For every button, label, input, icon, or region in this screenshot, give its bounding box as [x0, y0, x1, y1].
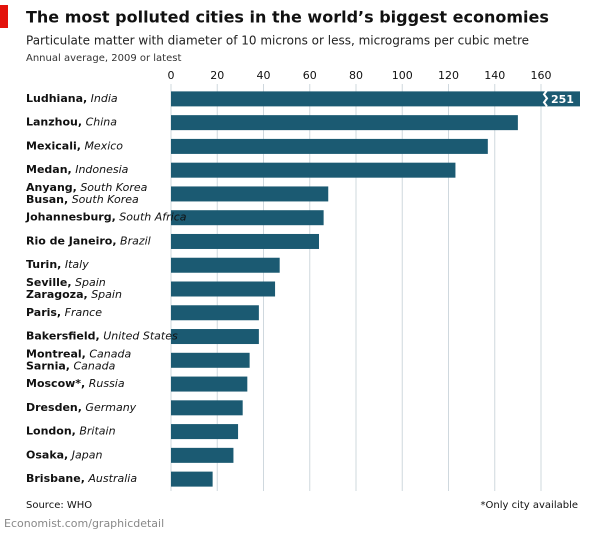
city: Zaragoza,	[26, 288, 88, 301]
city: Turin,	[26, 258, 61, 271]
bar	[171, 138, 488, 154]
category-label: Johannesburg, South Africa	[25, 211, 187, 224]
city: Lanzhou,	[26, 116, 82, 129]
category-label: Busan, South Korea	[26, 193, 139, 206]
country: Indonesia	[75, 163, 128, 176]
bars	[171, 91, 580, 487]
city: Montreal,	[26, 347, 86, 360]
source: Source: WHO	[26, 500, 92, 511]
subtitle: Particulate matter with diameter of 10 m…	[26, 34, 529, 48]
category-label: Turin, Italy	[26, 258, 89, 271]
country: Canada	[89, 347, 131, 360]
category-label: Osaka, Japan	[26, 448, 102, 461]
bar	[171, 376, 248, 392]
city: Seville,	[26, 276, 72, 289]
bar	[171, 233, 319, 249]
category-label: Anyang, South Korea	[26, 181, 148, 194]
category-label: Lanzhou, China	[26, 116, 117, 129]
country: Britain	[79, 425, 115, 438]
city: Bakersfield,	[26, 330, 100, 343]
category-label: Sarnia, Canada	[26, 359, 116, 372]
bar	[171, 257, 280, 273]
city: Paris,	[26, 306, 61, 319]
city: Sarnia,	[26, 359, 70, 372]
category-label: Medan, Indonesia	[26, 163, 129, 176]
country: Italy	[65, 258, 89, 271]
country: Mexico	[84, 139, 123, 152]
bar	[171, 305, 259, 321]
x-tick-label: 20	[210, 69, 224, 82]
bar	[171, 210, 324, 226]
city: Johannesburg,	[25, 211, 116, 224]
city: London,	[26, 425, 76, 438]
country: China	[86, 116, 118, 129]
country: South Korea	[80, 181, 147, 194]
bar	[171, 471, 213, 487]
city: Moscow*,	[26, 377, 85, 390]
category-label: Brisbane, Australia	[26, 472, 137, 485]
category-label: Seville, Spain	[26, 276, 106, 289]
x-tick-label: 40	[257, 69, 271, 82]
x-tick-label: 80	[349, 69, 363, 82]
category-label: Bakersfield, United States	[26, 330, 178, 343]
bar	[171, 91, 580, 107]
country: Australia	[87, 472, 137, 485]
credit: Economist.com/graphicdetail	[4, 517, 164, 530]
category-label: Zaragoza, Spain	[26, 288, 122, 301]
country: France	[65, 306, 103, 319]
city: Osaka,	[26, 448, 68, 461]
category-label: Moscow*, Russia	[26, 377, 125, 390]
country: Spain	[91, 288, 122, 301]
category-label: Dresden, Germany	[26, 401, 137, 414]
x-tick-label: 160	[531, 69, 552, 82]
note: Annual average, 2009 or latest	[26, 53, 181, 64]
x-tick-label: 60	[303, 69, 317, 82]
category-label: Ludhiana, India	[26, 92, 118, 105]
x-tick-label: 120	[438, 69, 459, 82]
city: Anyang,	[26, 181, 77, 194]
country: India	[91, 92, 118, 105]
country: South Africa	[119, 211, 186, 224]
category-label: Rio de Janeiro, Brazil	[26, 234, 151, 247]
category-label: Montreal, Canada	[26, 347, 131, 360]
red-tag	[0, 5, 8, 28]
country: United States	[103, 330, 178, 343]
bar	[171, 186, 329, 202]
x-tick-label: 140	[484, 69, 505, 82]
city: Medan,	[26, 163, 72, 176]
bar	[171, 424, 239, 440]
bar	[171, 329, 259, 345]
country: Germany	[85, 401, 136, 414]
chart-title: The most polluted cities in the world’s …	[26, 8, 549, 27]
city: Ludhiana,	[26, 92, 87, 105]
bar	[171, 352, 250, 368]
country: Brazil	[120, 234, 151, 247]
bar	[171, 162, 456, 178]
country: South Korea	[72, 193, 139, 206]
bar	[171, 281, 276, 297]
axis-break	[542, 89, 549, 107]
value-label: 251	[551, 93, 574, 106]
bar	[171, 400, 243, 416]
country: Russia	[89, 377, 125, 390]
category-label: London, Britain	[26, 425, 116, 438]
category-label: Paris, France	[26, 306, 102, 319]
city: Busan,	[26, 193, 68, 206]
country: Canada	[73, 359, 115, 372]
city: Mexicali,	[26, 139, 81, 152]
x-tick-label: 0	[168, 69, 175, 82]
bar	[171, 447, 234, 463]
city: Dresden,	[26, 401, 82, 414]
city: Rio de Janeiro,	[26, 234, 117, 247]
x-tick-label: 100	[392, 69, 413, 82]
city: Brisbane,	[26, 472, 85, 485]
country: Japan	[70, 448, 103, 461]
bar	[171, 115, 518, 131]
footnote: *Only city available	[480, 500, 578, 511]
category-label: Mexicali, Mexico	[26, 139, 123, 152]
country: Spain	[75, 276, 106, 289]
